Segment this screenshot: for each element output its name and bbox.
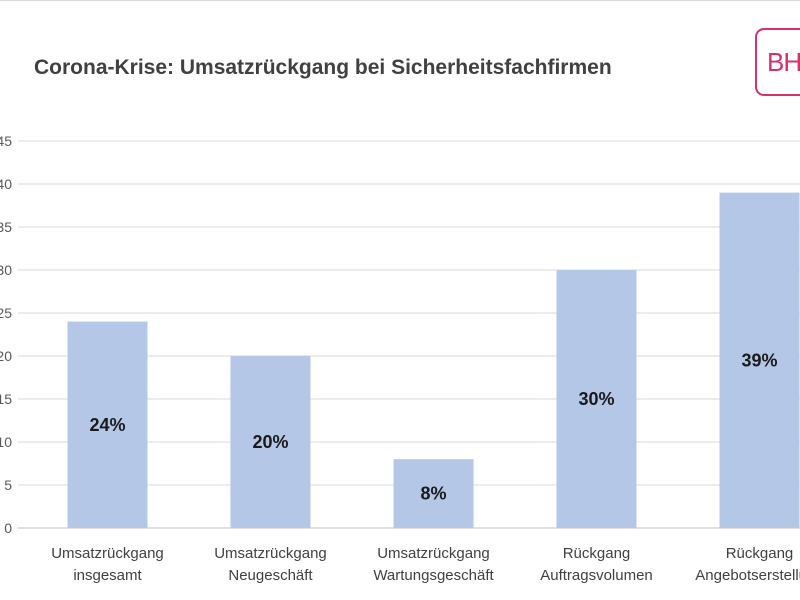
y-tick-label: 10: [0, 434, 12, 450]
data-label: 24%: [89, 415, 125, 435]
x-category-label: Wartungsgeschäft: [373, 567, 494, 584]
x-category-label: Auftragsvolumen: [540, 567, 653, 584]
x-category-label: Rückgang: [563, 545, 631, 562]
x-category-label: Umsatzrückgang: [214, 545, 327, 562]
data-label: 8%: [420, 484, 446, 504]
bar: [719, 192, 800, 528]
data-label: 20%: [252, 432, 288, 452]
brand-logo-text: BH: [767, 47, 800, 77]
data-label: 30%: [578, 389, 614, 409]
x-category-label: insgesamt: [73, 567, 142, 584]
y-tick-label: 45: [0, 133, 12, 149]
x-category-label: Rückgang: [726, 545, 794, 562]
x-category-label: Umsatzrückgang: [377, 545, 490, 562]
y-tick-label: 40: [0, 176, 12, 192]
y-tick-label: 25: [0, 305, 12, 321]
y-tick-label: 30: [0, 262, 12, 278]
data-label: 39%: [741, 350, 777, 370]
chart-title: Corona-Krise: Umsatzrückgang bei Sicherh…: [34, 56, 612, 79]
y-tick-label: 35: [0, 219, 12, 235]
bar: [556, 270, 637, 528]
bar: [230, 356, 311, 528]
y-tick-label: 0: [4, 520, 12, 536]
bar: [67, 321, 148, 528]
y-tick-label: 15: [0, 391, 12, 407]
y-tick-label: 5: [4, 477, 12, 493]
brand-logo: BH: [755, 28, 800, 96]
y-tick-label: 20: [0, 348, 12, 364]
x-category-label: Umsatzrückgang: [51, 545, 164, 562]
x-category-label: Angebotserstellung: [695, 567, 800, 584]
bar: [393, 459, 474, 528]
top-border: [0, 0, 800, 1]
x-category-label: Neugeschäft: [228, 567, 313, 584]
